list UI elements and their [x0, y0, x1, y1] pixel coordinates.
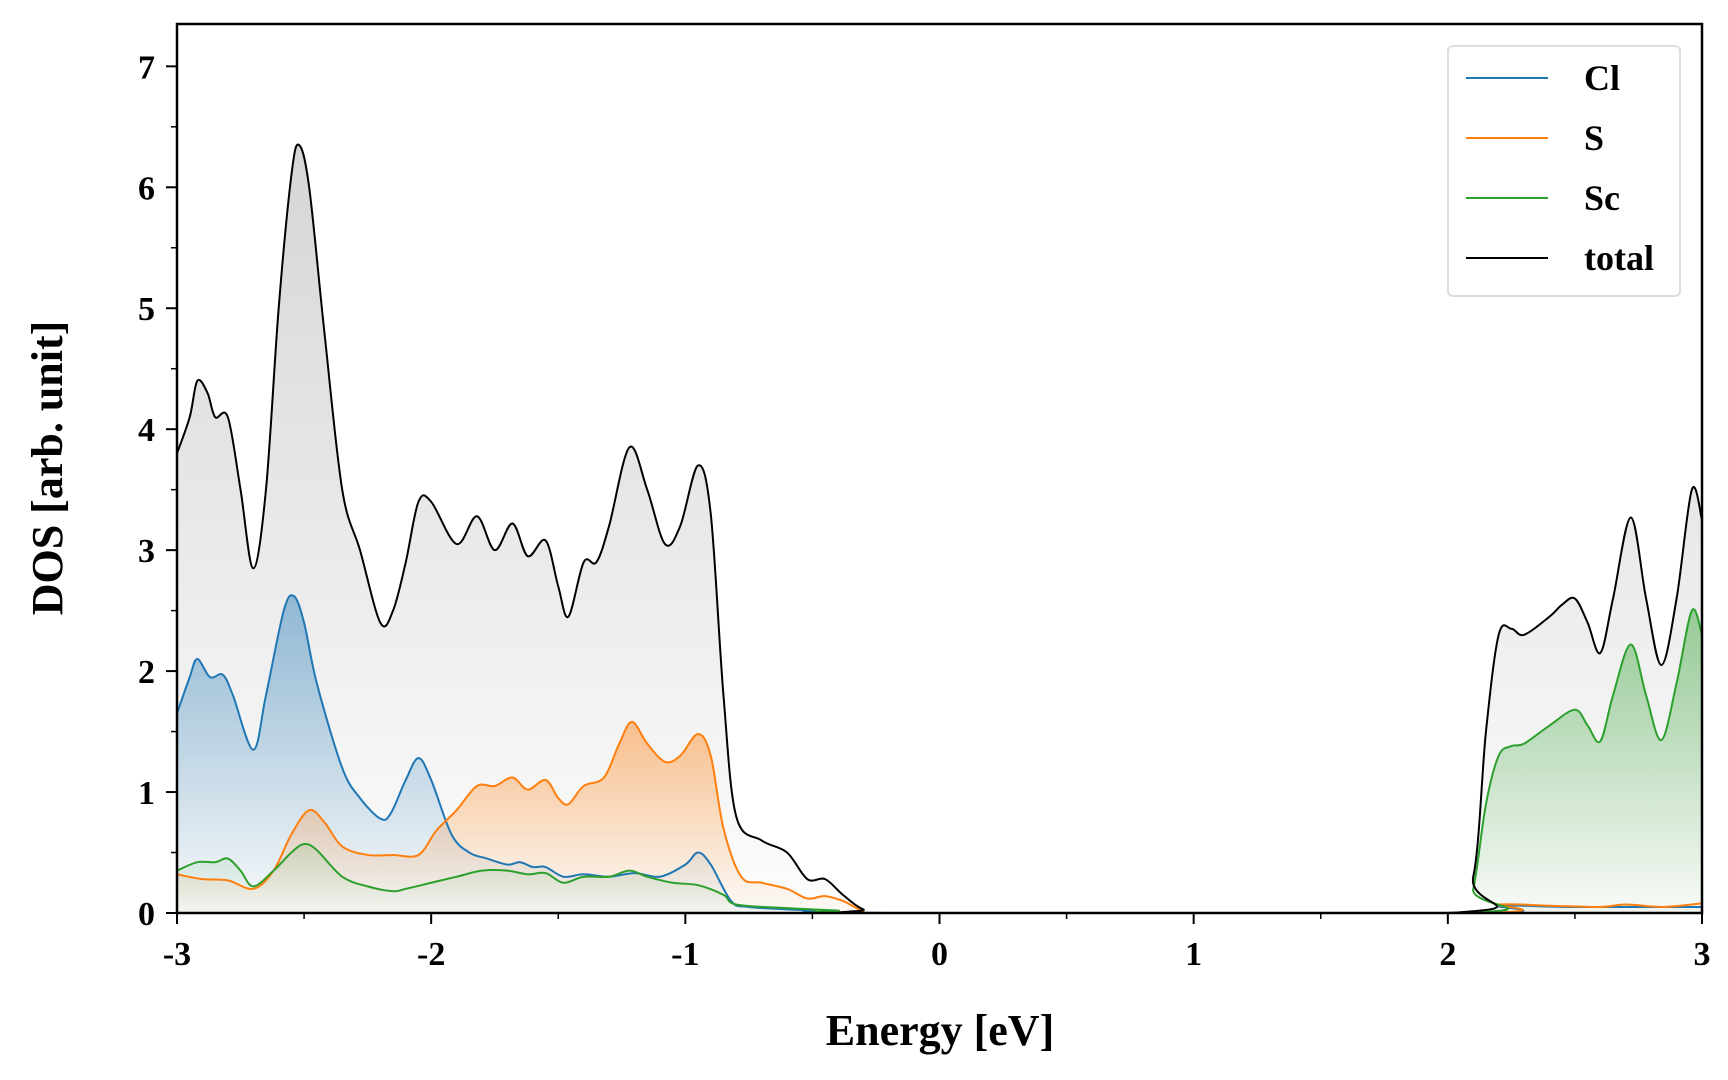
legend-label: Cl [1584, 58, 1620, 98]
y-axis-label: DOS [arb. unit] [23, 321, 72, 616]
x-axis-label: Energy [eV] [826, 1006, 1055, 1055]
legend-label: total [1584, 238, 1654, 278]
legend-label: Sc [1584, 178, 1620, 218]
x-tick-label: 2 [1439, 936, 1456, 973]
line-sc [176, 608, 1703, 915]
axes: -3 -2 -1 0 1 2 3 0 1 2 3 4 5 6 7 [138, 22, 1711, 973]
x-tick-label: -3 [163, 936, 191, 973]
fill-s [177, 721, 1702, 913]
y-tick-label: 0 [138, 896, 155, 933]
fill-sc [177, 609, 1702, 913]
x-tick-label: -1 [671, 936, 699, 973]
y-tick-label: 3 [138, 533, 155, 570]
y-tick-label: 7 [138, 49, 155, 86]
y-tick-label: 6 [138, 170, 155, 207]
y-tick-label: 1 [138, 775, 155, 812]
y-tick-label: 4 [138, 412, 155, 449]
x-tick-label: 0 [931, 936, 948, 973]
x-tick-label: 1 [1185, 936, 1202, 973]
line-total [176, 143, 1703, 915]
legend-box [1447, 45, 1681, 297]
y-tick-label: 2 [138, 654, 155, 691]
x-tick-label: 3 [1694, 936, 1711, 973]
series-fills [177, 144, 1702, 914]
fill-total [177, 144, 1702, 914]
legend: Cl S Sc total [1447, 45, 1681, 297]
y-tick-label: 5 [138, 291, 155, 328]
legend-label: S [1584, 118, 1604, 158]
x-tick-label: -2 [417, 936, 445, 973]
